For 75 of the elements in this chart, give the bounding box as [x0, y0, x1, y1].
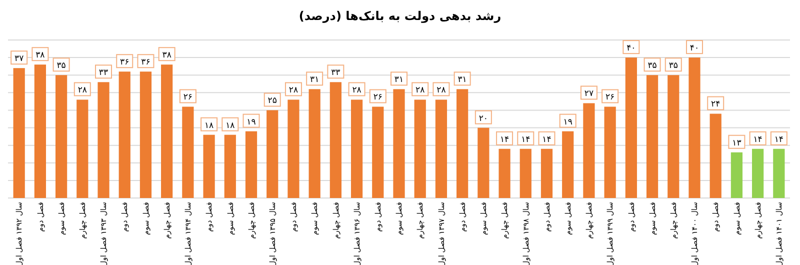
bar	[393, 89, 405, 198]
data-label: ۲۶	[183, 92, 193, 103]
bar	[34, 64, 46, 198]
data-label: ۳۵	[668, 61, 678, 72]
bar	[55, 75, 68, 198]
bar	[140, 72, 152, 198]
bar	[13, 68, 25, 198]
bar	[266, 110, 278, 198]
data-label: ۳۱	[458, 75, 467, 86]
data-label: ۳۳	[331, 68, 341, 78]
bar	[224, 134, 236, 198]
bar	[372, 106, 384, 198]
bar	[498, 148, 510, 198]
bar	[604, 106, 616, 198]
data-label: ۳۷	[14, 54, 24, 64]
bar	[562, 131, 574, 198]
data-label: ۳۳	[98, 68, 109, 78]
data-label: ۲۴	[711, 100, 720, 110]
chart-title: رشد بدهی دولت به بانک‌ها (درصد)	[298, 9, 502, 23]
bar	[773, 148, 785, 198]
bar	[308, 89, 320, 198]
bar	[540, 148, 553, 198]
data-label: ۲۸	[78, 86, 88, 96]
data-label: ۲۰	[478, 114, 488, 124]
data-label: ۱۴	[500, 134, 510, 145]
bar	[752, 148, 764, 198]
data-label: ۲۵	[268, 96, 278, 106]
data-label: ۳۸	[36, 50, 46, 61]
data-label: ۲۶	[373, 92, 382, 103]
bar	[330, 82, 342, 198]
data-label: ۱۳	[732, 138, 742, 148]
bar	[688, 58, 700, 198]
data-label: ۳۶	[120, 58, 130, 68]
bar	[730, 152, 743, 198]
data-label: ۲۸	[352, 86, 362, 96]
data-label: ۳۸	[162, 50, 172, 61]
data-label: ۳۵	[56, 61, 66, 72]
data-label: ۲۷	[584, 89, 594, 100]
data-label: ۲۸	[416, 86, 426, 96]
data-label: ۱۸	[204, 120, 214, 131]
bar	[414, 100, 426, 198]
data-label: ۳۱	[310, 75, 320, 86]
data-label: ۱۴	[542, 134, 552, 145]
bar	[161, 64, 173, 198]
bar	[245, 131, 258, 198]
bar	[668, 75, 680, 198]
bar	[710, 114, 722, 198]
bar	[118, 72, 130, 198]
bar	[203, 134, 215, 198]
data-label: ۱۸	[226, 120, 236, 131]
bar	[435, 100, 448, 198]
data-label: ۳۱	[394, 75, 404, 86]
bar	[625, 58, 637, 198]
data-label: ۱۴	[521, 134, 530, 145]
bar	[520, 148, 532, 198]
bar	[350, 100, 363, 198]
data-label: ۱۴	[774, 134, 784, 145]
bar	[478, 128, 490, 198]
bar	[456, 89, 468, 198]
data-label: ۱۹	[563, 117, 573, 128]
data-label: ۲۸	[288, 86, 298, 96]
bar	[98, 82, 110, 198]
data-label: ۴۰	[626, 44, 636, 54]
data-label: ۱۹	[246, 117, 256, 128]
bar	[76, 100, 88, 198]
bar	[288, 100, 300, 198]
bar	[646, 75, 658, 198]
data-label: ۴۰	[690, 44, 700, 54]
data-label: ۲۶	[605, 92, 615, 103]
data-label: ۳۵	[648, 61, 658, 72]
data-label: ۲۸	[436, 86, 446, 96]
bar	[583, 103, 595, 198]
data-label: ۱۴	[753, 134, 762, 145]
data-label: ۳۶	[141, 58, 150, 68]
bar	[182, 106, 194, 198]
